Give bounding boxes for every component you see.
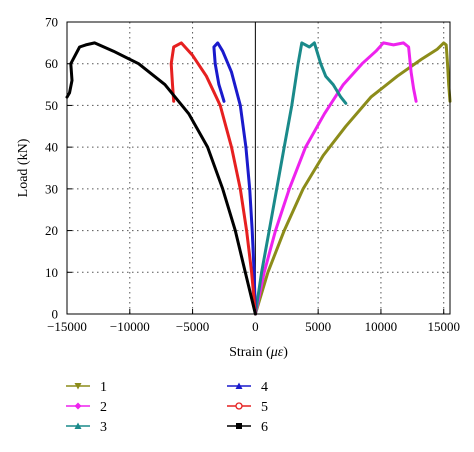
legend-label: 4	[261, 380, 268, 395]
legend-label: 2	[100, 400, 107, 415]
y-tick-label: 0	[52, 307, 59, 322]
y-tick-label: 30	[45, 181, 58, 196]
plot-frame	[66, 21, 451, 315]
ticks	[66, 21, 445, 315]
x-axis-title-suffix: )	[283, 345, 288, 360]
legend-marker	[236, 423, 242, 429]
y-tick-label: 10	[45, 265, 58, 280]
series-line-4	[212, 41, 257, 316]
x-axis-title-unit: με	[270, 345, 284, 360]
x-tick-label: −10000	[110, 319, 150, 334]
legend-marker	[74, 402, 82, 410]
series-line-2	[253, 41, 418, 316]
legend-marker	[74, 383, 82, 390]
x-axis-title: Strain (με)	[229, 345, 288, 360]
legend-item-6: 6	[227, 420, 268, 435]
y-tick-label: 50	[45, 98, 58, 113]
x-tick-label: 10000	[365, 319, 398, 334]
y-tick-label: 60	[45, 56, 58, 71]
x-tick-label: 0	[252, 319, 259, 334]
legend-label: 3	[100, 420, 107, 435]
x-tick-label: −5000	[176, 319, 209, 334]
legend-label: 1	[100, 380, 107, 395]
legend-marker	[235, 402, 243, 410]
legend-item-1: 1	[66, 380, 107, 395]
tick-labels: −15000 −10000 −5000 0 5000 10000 15000 0 10 20 30 4…	[45, 15, 460, 335]
y-tick-label: 20	[45, 223, 58, 238]
legend-marker	[74, 422, 82, 429]
series-line-5	[169, 41, 257, 316]
legend-marker	[235, 382, 243, 389]
grid	[67, 22, 450, 314]
y-tick-label: 70	[45, 15, 58, 30]
x-tick-label: 15000	[427, 319, 460, 334]
y-tick-label: 40	[45, 140, 58, 155]
series-line-1	[253, 41, 452, 316]
legend-label: 6	[261, 420, 268, 435]
x-axis-title-prefix: Strain (	[229, 345, 271, 360]
legend-item-5: 5	[227, 400, 268, 415]
legend-label: 5	[261, 400, 268, 415]
legend: 1 2 3 4 5 6	[66, 380, 268, 435]
series-line-3	[253, 41, 348, 316]
y-axis-title: Load (kN)	[16, 138, 31, 197]
series-line-6	[65, 41, 257, 316]
series-group	[65, 41, 452, 316]
x-tick-label: −15000	[47, 319, 87, 334]
legend-item-3: 3	[66, 420, 107, 435]
x-tick-label: 5000	[305, 319, 331, 334]
legend-item-4: 4	[227, 380, 268, 395]
legend-item-2: 2	[66, 400, 107, 415]
